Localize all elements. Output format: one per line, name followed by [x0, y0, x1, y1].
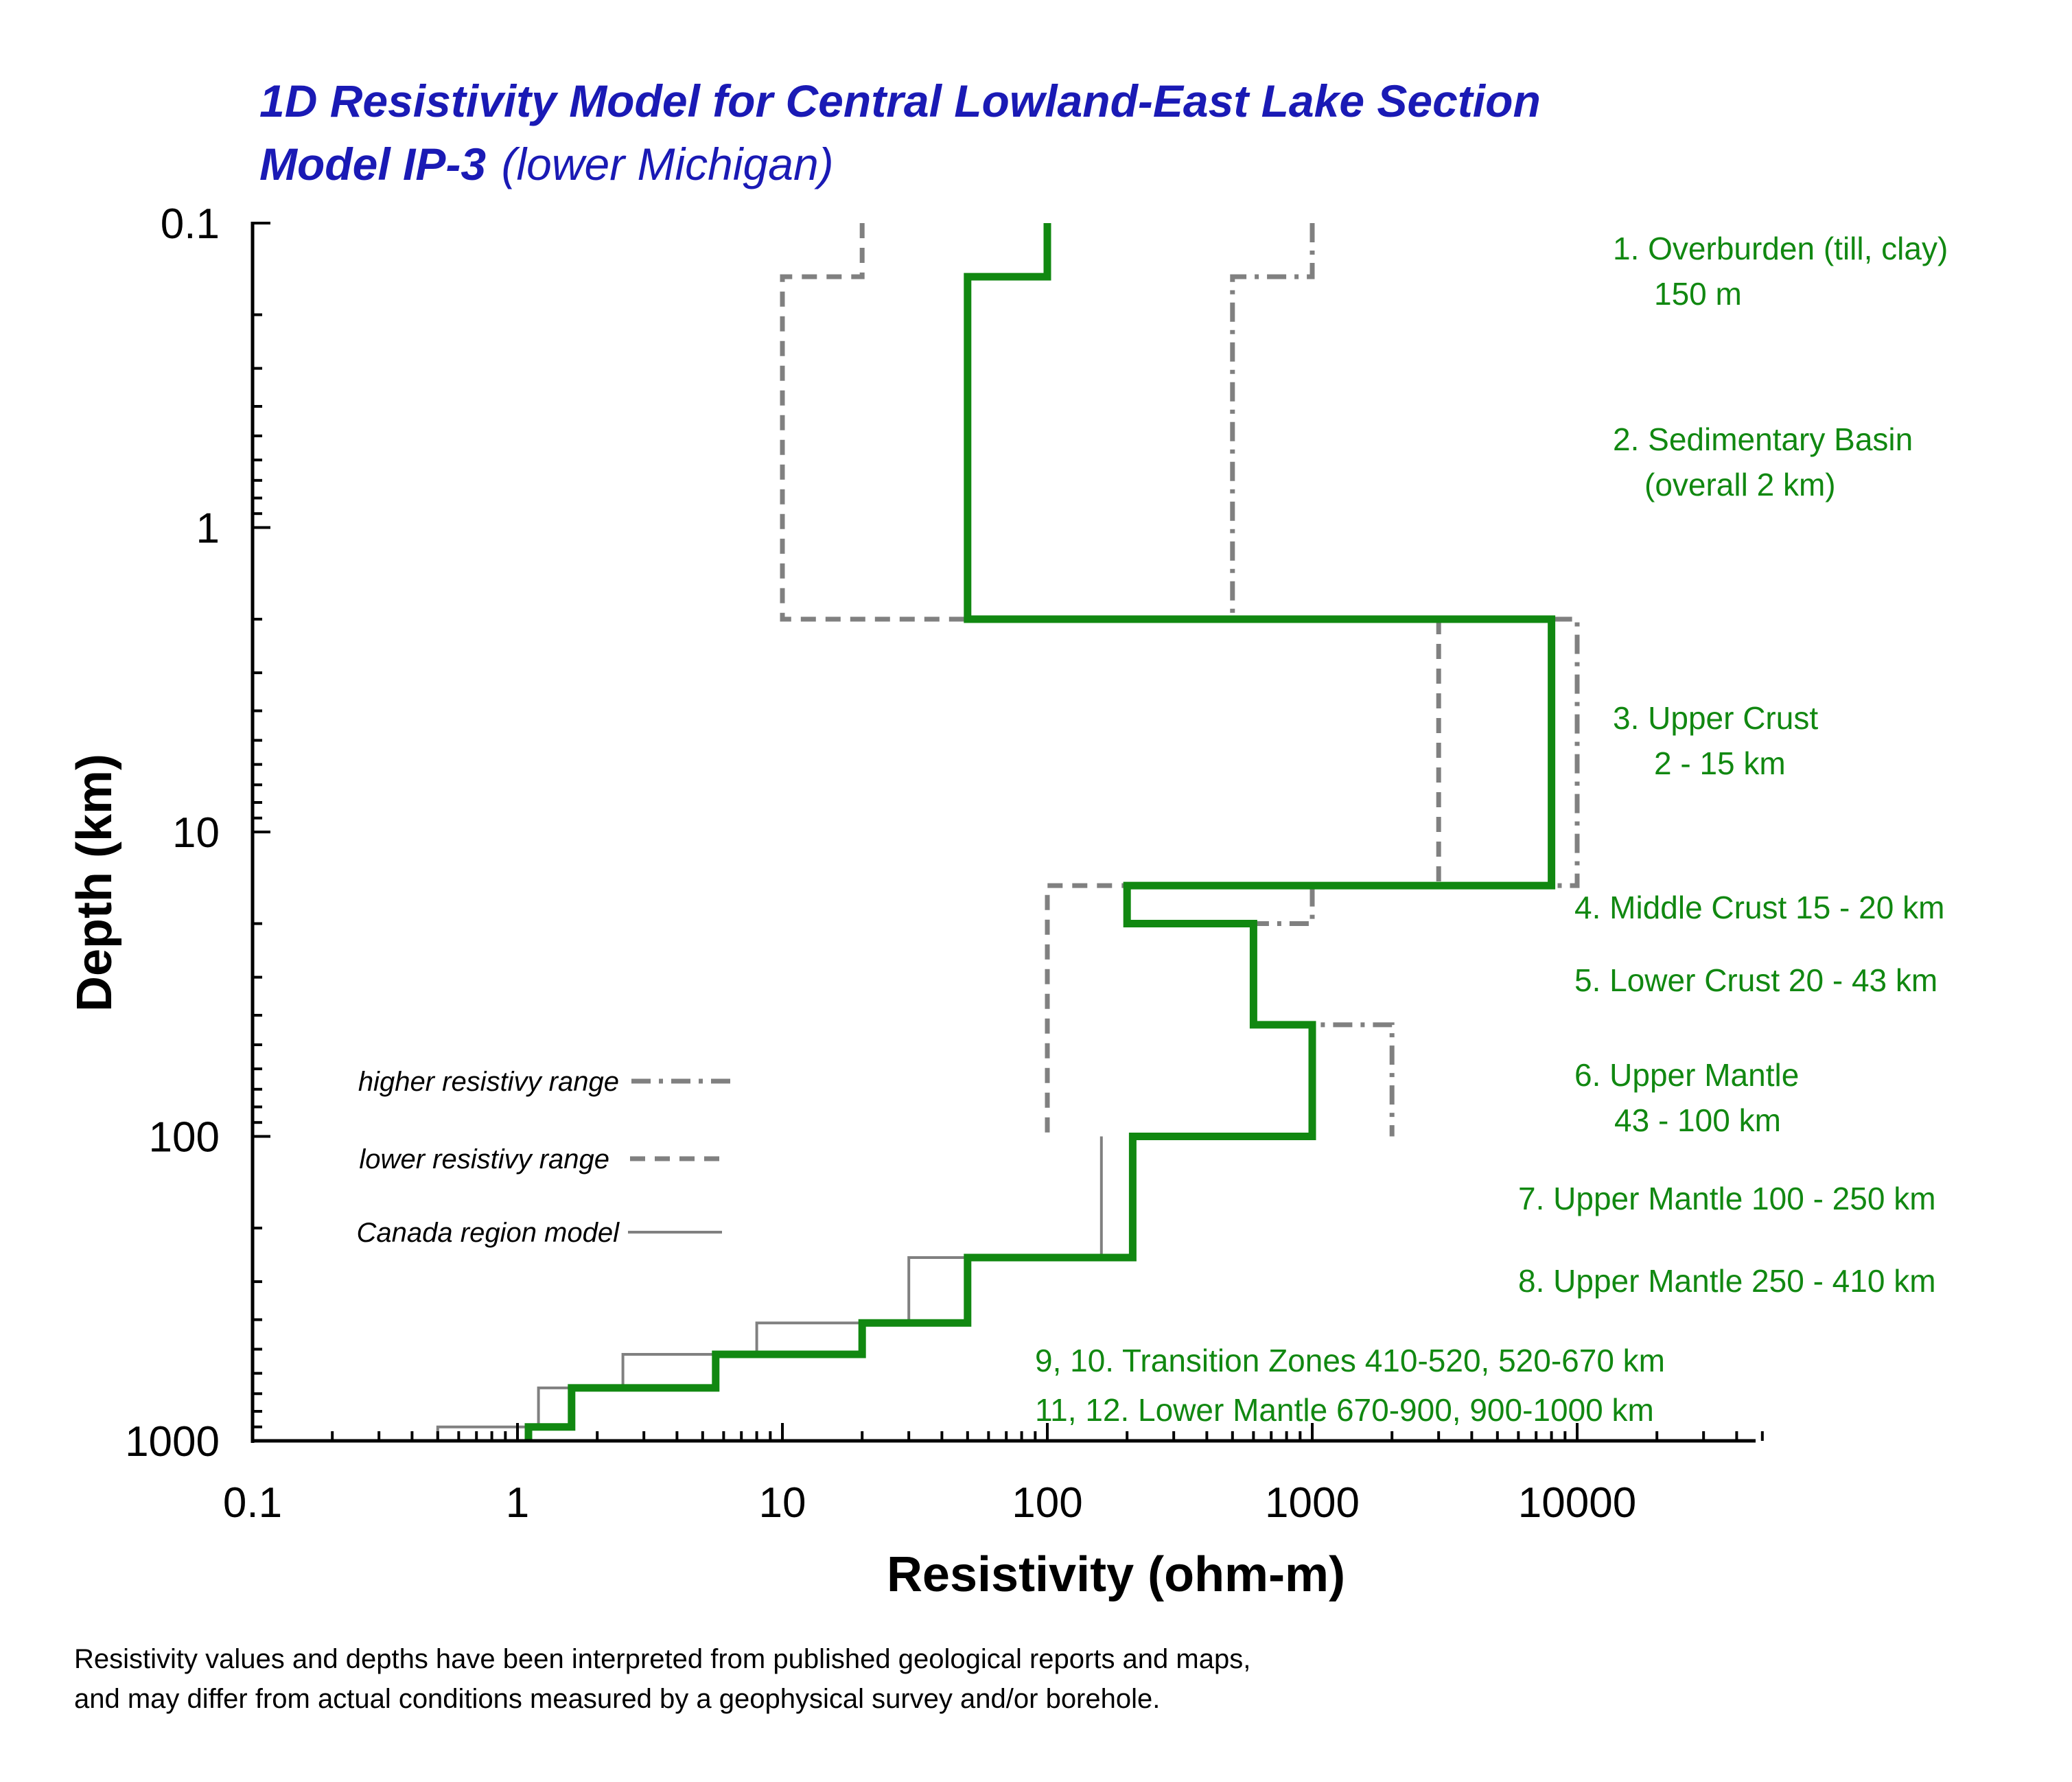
legend-label: Canada region model: [357, 1218, 620, 1248]
series-line-2-b: [1253, 1022, 1395, 1137]
layer-annotation: 1. Overburden (till, clay): [1613, 231, 1948, 266]
layer-annotation: 5. Lower Crust 20 - 43 km: [1574, 962, 1937, 998]
legend-label: higher resistivy range: [358, 1067, 619, 1097]
y-tick-label: 1000: [125, 1418, 220, 1466]
y-tick-label: 0.1: [161, 200, 220, 248]
series-line-1-b: [1045, 619, 1441, 1137]
layer-annotation: 150 m: [1654, 276, 1742, 312]
y-axis-label: Depth (km): [67, 754, 122, 1012]
footnote: Resistivity values and depths have been …: [74, 1644, 1250, 1714]
layer-annotation: 8. Upper Mantle 250 - 410 km: [1518, 1263, 1936, 1299]
x-tick-label: 1: [506, 1479, 529, 1527]
y-tick-label: 100: [149, 1114, 220, 1161]
legend-label: lower resistivy range: [359, 1144, 609, 1174]
x-tick-label: 10000: [1518, 1479, 1636, 1527]
x-tick-label: 0.1: [223, 1479, 282, 1527]
layer-annotations: 1. Overburden (till, clay) 150 m 2. Sedime…: [1035, 231, 1948, 1428]
layer-annotation: 43 - 100 km: [1614, 1102, 1781, 1138]
x-tick-label: 100: [1012, 1479, 1082, 1527]
layer-annotation: (overall 2 km): [1644, 467, 1836, 502]
chart-subtitle-model: Model IP-3: [259, 139, 486, 189]
layer-annotation: 7. Upper Mantle 100 - 250 km: [1518, 1181, 1936, 1216]
chart-subtitle: Model IP-3 (lower Michigan): [259, 139, 834, 189]
x-tick-label: 1000: [1265, 1479, 1360, 1527]
layer-annotation: 3. Upper Crust: [1613, 700, 1818, 736]
axes: [251, 222, 1764, 1443]
layer-annotation: 11, 12. Lower Mantle 670-900, 900-1000 k…: [1035, 1392, 1654, 1428]
footnote-line: and may differ from actual conditions me…: [74, 1684, 1160, 1714]
layer-annotation: 9, 10. Transition Zones 410-520, 520-670…: [1035, 1343, 1665, 1378]
series-line-1: [780, 223, 968, 622]
layer-annotation: 2. Sedimentary Basin: [1613, 421, 1913, 457]
series-line-0: [436, 1136, 1103, 1441]
layer-annotation: 4. Middle Crust 15 - 20 km: [1574, 890, 1944, 925]
tick-labels: 0.1 1 10 100 1000 10000 0.1 1 10 100 1000: [125, 200, 1636, 1527]
series-line-2: [1127, 223, 1580, 926]
y-tick-label: 10: [172, 809, 220, 857]
series-line-3: [524, 223, 1556, 1441]
footnote-line: Resistivity values and depths have been …: [74, 1644, 1250, 1674]
legend: higher resistivy range lower resistivy ra…: [357, 1067, 736, 1248]
y-tick-label: 1: [196, 505, 220, 553]
x-axis-label: Resistivity (ohm-m): [887, 1547, 1345, 1602]
layer-annotation: 2 - 15 km: [1654, 745, 1786, 781]
chart-title: 1D Resistivity Model for Central Lowland…: [259, 76, 1541, 126]
x-tick-label: 10: [759, 1479, 806, 1527]
layer-annotation: 6. Upper Mantle: [1574, 1057, 1799, 1093]
data-series: [436, 223, 1580, 1441]
chart-subtitle-region: (lower Michigan): [502, 139, 834, 189]
